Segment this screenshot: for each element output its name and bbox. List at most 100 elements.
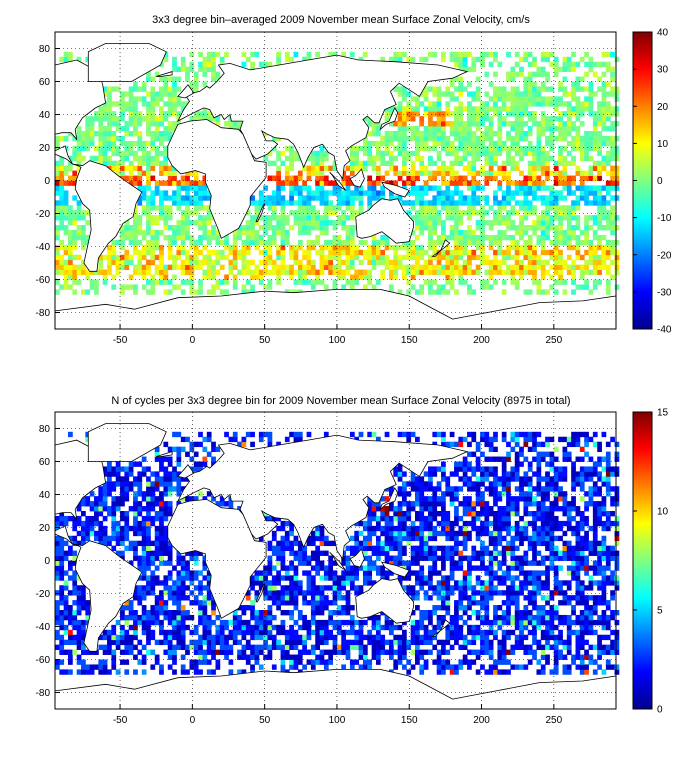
bin-cell bbox=[432, 101, 438, 107]
bin-cell bbox=[163, 274, 169, 280]
bin-cell bbox=[536, 126, 542, 132]
bin-cell bbox=[558, 210, 563, 216]
bin-cell bbox=[354, 629, 360, 636]
bin-cell bbox=[81, 619, 86, 626]
bin-cell bbox=[102, 126, 108, 132]
bin-cell bbox=[432, 605, 438, 611]
bin-cell bbox=[597, 220, 602, 226]
bin-cell bbox=[345, 575, 351, 581]
bin-cell bbox=[497, 200, 503, 206]
bin-cell bbox=[432, 279, 438, 285]
bin-cell bbox=[605, 254, 611, 261]
bin-cell bbox=[419, 190, 425, 196]
bin-cell bbox=[588, 595, 594, 601]
bin-cell bbox=[163, 269, 169, 275]
bin-cell bbox=[146, 264, 151, 270]
bin-cell bbox=[68, 175, 73, 181]
bin-cell bbox=[566, 61, 572, 68]
bin-cell bbox=[159, 230, 164, 236]
bin-cell bbox=[128, 101, 134, 107]
bin-cell bbox=[514, 135, 520, 142]
bin-cell bbox=[254, 575, 260, 581]
bin-cell bbox=[124, 165, 130, 171]
bin-cell bbox=[402, 111, 407, 117]
bin-cell bbox=[467, 249, 472, 256]
bin-cell bbox=[575, 165, 581, 171]
bin-cell bbox=[176, 195, 182, 201]
bin-cell bbox=[180, 225, 186, 231]
bin-cell bbox=[610, 185, 615, 191]
bin-cell bbox=[172, 624, 177, 631]
bin-cell bbox=[137, 145, 143, 152]
bin-cell bbox=[506, 595, 511, 601]
bin-cell bbox=[55, 614, 60, 621]
bin-cell bbox=[614, 96, 620, 102]
bin-cell bbox=[588, 575, 594, 581]
bin-cell bbox=[297, 264, 303, 270]
bin-cell bbox=[540, 274, 546, 280]
bin-cell bbox=[588, 185, 594, 191]
bin-cell bbox=[111, 659, 117, 665]
bin-cell bbox=[571, 126, 576, 132]
bin-cell bbox=[284, 165, 290, 171]
bin-cell bbox=[85, 135, 91, 142]
bin-cell bbox=[150, 160, 156, 167]
bin-cell bbox=[107, 140, 112, 147]
bin-cell bbox=[436, 170, 442, 176]
bin-cell bbox=[198, 634, 203, 641]
bin-cell bbox=[120, 126, 125, 132]
bin-cell bbox=[371, 121, 377, 127]
bin-cell bbox=[445, 259, 451, 266]
bin-cell bbox=[579, 634, 585, 641]
bin-cell bbox=[610, 629, 615, 636]
bin-cell bbox=[211, 51, 216, 58]
bin-cell bbox=[553, 289, 559, 295]
bin-cell bbox=[610, 274, 615, 280]
bin-cell bbox=[63, 269, 69, 275]
bin-cell bbox=[245, 639, 251, 646]
bin-cell bbox=[72, 634, 78, 641]
bin-cell bbox=[406, 101, 412, 107]
bin-cell bbox=[146, 225, 151, 231]
bin-cell bbox=[202, 634, 208, 641]
bin-cell bbox=[419, 56, 425, 63]
bin-cell bbox=[523, 131, 529, 137]
bin-cell bbox=[415, 126, 420, 132]
bin-cell bbox=[85, 649, 91, 655]
bin-cell bbox=[176, 585, 182, 591]
bin-cell bbox=[536, 575, 542, 581]
bin-cell bbox=[475, 170, 481, 176]
bin-cell bbox=[575, 86, 581, 92]
bin-cell bbox=[436, 106, 442, 112]
bin-cell bbox=[432, 200, 438, 206]
bin-cell bbox=[176, 225, 182, 231]
bin-cell bbox=[306, 259, 312, 266]
bin-cell bbox=[380, 175, 386, 181]
bin-cell bbox=[436, 126, 442, 132]
bin-cell bbox=[432, 135, 438, 142]
bin-cell bbox=[497, 96, 503, 102]
bin-cell bbox=[458, 244, 464, 251]
y-tick-label: -20 bbox=[36, 209, 51, 220]
bin-cell bbox=[124, 91, 130, 97]
bin-cell bbox=[497, 239, 503, 246]
bin-cell bbox=[102, 86, 108, 92]
bin-cell bbox=[72, 614, 78, 621]
bin-cell bbox=[558, 190, 563, 196]
bin-cell bbox=[545, 600, 550, 606]
bin-cell bbox=[415, 654, 420, 660]
bin-cell bbox=[362, 654, 368, 660]
bin-cell bbox=[98, 140, 104, 147]
bin-cell bbox=[605, 155, 611, 162]
bin-cell bbox=[597, 210, 602, 216]
bin-cell bbox=[419, 565, 425, 571]
bin-cell bbox=[111, 131, 117, 137]
bin-cell bbox=[588, 605, 594, 611]
bin-cell bbox=[297, 580, 303, 586]
bin-cell bbox=[150, 254, 156, 261]
bin-cell bbox=[532, 259, 537, 266]
bin-cell bbox=[159, 590, 164, 596]
colorbar-tick-label: 20 bbox=[657, 102, 669, 113]
bin-cell bbox=[484, 145, 490, 152]
bin-cell bbox=[358, 239, 364, 246]
